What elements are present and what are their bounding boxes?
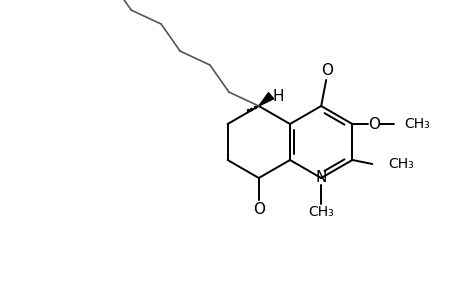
Text: CH₃: CH₃ <box>387 157 413 171</box>
Text: O: O <box>320 62 332 77</box>
Text: N: N <box>315 170 326 185</box>
Text: CH₃: CH₃ <box>403 117 429 131</box>
Text: CH₃: CH₃ <box>308 205 333 219</box>
Polygon shape <box>258 93 273 106</box>
Text: O: O <box>252 202 264 217</box>
Text: H: H <box>272 88 284 104</box>
Text: O: O <box>368 116 380 131</box>
